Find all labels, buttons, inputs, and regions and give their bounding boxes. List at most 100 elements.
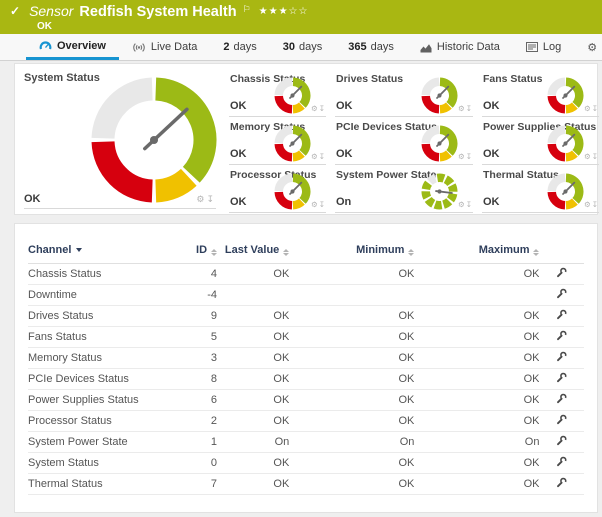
gauge-label: System Status <box>24 72 100 84</box>
tab-number: 365 <box>348 41 367 53</box>
mini-gauge <box>421 77 458 114</box>
rating-stars[interactable]: ★★★☆☆ <box>258 6 309 17</box>
gauge-cell-pcie-devices-status: PCIe Devices Status OK ⚙↧ <box>335 119 473 165</box>
cell-last: OK <box>217 473 290 495</box>
tab-overview[interactable]: Overview <box>26 34 119 60</box>
channel-settings-wrench-icon[interactable] <box>539 452 584 474</box>
page-title: Redfish System Health <box>79 4 237 20</box>
gauge-gear-icon[interactable]: ⚙ <box>457 152 466 161</box>
table-row-pcie-devices-status[interactable]: PCIe Devices Status 8 OK OK OK <box>28 368 584 390</box>
channel-settings-wrench-icon[interactable] <box>539 326 584 348</box>
gauge-gear-icon[interactable]: ⚙ <box>583 104 592 113</box>
gauge-gear-icon[interactable]: ⚙ <box>310 104 319 113</box>
gauge-cell-power-supplies-status: Power Supplies Status OK ⚙↧ <box>482 119 599 165</box>
table-row-downtime[interactable]: Downtime -4 <box>28 284 584 306</box>
gauge-label: PCIe Devices Status <box>336 121 437 133</box>
table-row-drives-status[interactable]: Drives Status 9 OK OK OK <box>28 305 584 327</box>
column-header-id[interactable]: ID <box>167 244 218 264</box>
channel-settings-wrench-icon[interactable] <box>539 389 584 411</box>
tab-live-data[interactable]: Live Data <box>119 34 210 60</box>
sort-icon <box>283 249 290 256</box>
live-icon <box>132 42 146 53</box>
gauge-download-icon[interactable]: ↧ <box>465 104 473 113</box>
gauge-mini-actions: ⚙↧ <box>458 152 473 161</box>
gauge-download-icon[interactable]: ↧ <box>591 152 599 161</box>
channel-settings-wrench-icon[interactable] <box>539 431 584 453</box>
channel-settings-wrench-icon[interactable] <box>539 284 584 306</box>
gauge-gear-icon[interactable]: ⚙ <box>457 104 466 113</box>
cell-id: 7 <box>167 473 218 495</box>
gauge-gear-icon[interactable]: ⚙ <box>457 200 466 209</box>
sort-icon <box>408 249 415 256</box>
column-header-max[interactable]: Maximum <box>414 244 540 264</box>
tab-log[interactable]: Log <box>513 34 574 60</box>
cell-max: OK <box>414 368 540 390</box>
gauge-gear-icon[interactable]: ⚙ <box>583 200 592 209</box>
tab-30-days[interactable]: 30 days <box>270 34 336 60</box>
log-icon <box>525 42 538 52</box>
table-row-thermal-status[interactable]: Thermal Status 7 OK OK OK <box>28 473 584 495</box>
table-row-power-supplies-status[interactable]: Power Supplies Status 6 OK OK OK <box>28 389 584 411</box>
column-header-actions <box>539 244 584 264</box>
column-header-last[interactable]: Last Value <box>217 244 290 264</box>
gauge-value: OK <box>483 100 500 112</box>
gauge-gear-icon[interactable]: ⚙ <box>196 194 207 204</box>
column-label: Last Value <box>224 244 280 256</box>
gauge-download-icon[interactable]: ↧ <box>465 200 473 209</box>
cell-last: OK <box>217 347 290 369</box>
table-row-fans-status[interactable]: Fans Status 5 OK OK OK <box>28 326 584 348</box>
tab-label: days <box>299 41 323 53</box>
cell-max: OK <box>414 452 540 474</box>
system-status-gauge-cell: System Status OK ⚙↧ <box>15 64 228 214</box>
tab-365-days[interactable]: 365 days <box>335 34 407 60</box>
tab-2-days[interactable]: 2 days <box>210 34 269 60</box>
gauge-mini-actions: ⚙↧ <box>311 200 326 209</box>
table-row-system-status[interactable]: System Status 0 OK OK OK <box>28 452 584 474</box>
channel-settings-wrench-icon[interactable] <box>539 368 584 390</box>
tab-historic-data[interactable]: Historic Data <box>407 34 513 60</box>
gauge-download-icon[interactable]: ↧ <box>206 194 216 204</box>
gauge-download-icon[interactable]: ↧ <box>318 104 326 113</box>
channel-settings-wrench-icon[interactable] <box>539 347 584 369</box>
cell-id: 5 <box>167 326 218 348</box>
gauge-label: Thermal Status <box>483 169 559 181</box>
gauge-gear-icon[interactable]: ⚙ <box>583 152 592 161</box>
channel-settings-wrench-icon[interactable] <box>539 410 584 432</box>
cell-last: OK <box>217 410 290 432</box>
channel-settings-wrench-icon[interactable] <box>539 305 584 327</box>
cell-channel: Memory Status <box>28 347 167 369</box>
gear-icon: ⚙ <box>587 41 598 54</box>
gauge-download-icon[interactable]: ↧ <box>465 152 473 161</box>
cell-min: OK <box>289 368 415 390</box>
channel-settings-wrench-icon[interactable] <box>539 473 584 495</box>
tab-settings[interactable]: ⚙Settings <box>574 34 602 60</box>
gauge-label: Fans Status <box>483 73 543 85</box>
column-header-channel[interactable]: Channel <box>28 244 167 264</box>
table-row-chassis-status[interactable]: Chassis Status 4 OK OK OK <box>28 263 584 285</box>
cell-id: 3 <box>167 347 218 369</box>
table-row-processor-status[interactable]: Processor Status 2 OK OK OK <box>28 410 584 432</box>
table-row-memory-status[interactable]: Memory Status 3 OK OK OK <box>28 347 584 369</box>
channel-settings-wrench-icon[interactable] <box>539 263 584 285</box>
cell-last: OK <box>217 389 290 411</box>
gauge-cell-drives-status: Drives Status OK ⚙↧ <box>335 71 473 117</box>
gauge-download-icon[interactable]: ↧ <box>591 200 599 209</box>
cell-id: 8 <box>167 368 218 390</box>
cell-id: 2 <box>167 410 218 432</box>
cell-max: OK <box>414 410 540 432</box>
sensor-header-bar: ✓ Sensor Redfish System Health ⚐ ★★★☆☆ O… <box>0 0 602 34</box>
gauge-cell-memory-status: Memory Status OK ⚙↧ <box>229 119 326 165</box>
table-row-system-power-state[interactable]: System Power State 1 On On On <box>28 431 584 453</box>
gauge-gear-icon[interactable]: ⚙ <box>310 200 319 209</box>
gauge-download-icon[interactable]: ↧ <box>591 104 599 113</box>
gauge-download-icon[interactable]: ↧ <box>318 152 326 161</box>
gauge-download-icon[interactable]: ↧ <box>318 200 326 209</box>
priority-flag-icon[interactable]: ⚐ <box>242 4 251 14</box>
column-header-min[interactable]: Minimum <box>289 244 415 264</box>
gauge-gear-icon[interactable]: ⚙ <box>310 152 319 161</box>
mini-gauge <box>421 125 458 162</box>
gauge-value: OK <box>483 196 500 208</box>
cell-channel: System Power State <box>28 431 167 453</box>
cell-min: On <box>289 431 415 453</box>
